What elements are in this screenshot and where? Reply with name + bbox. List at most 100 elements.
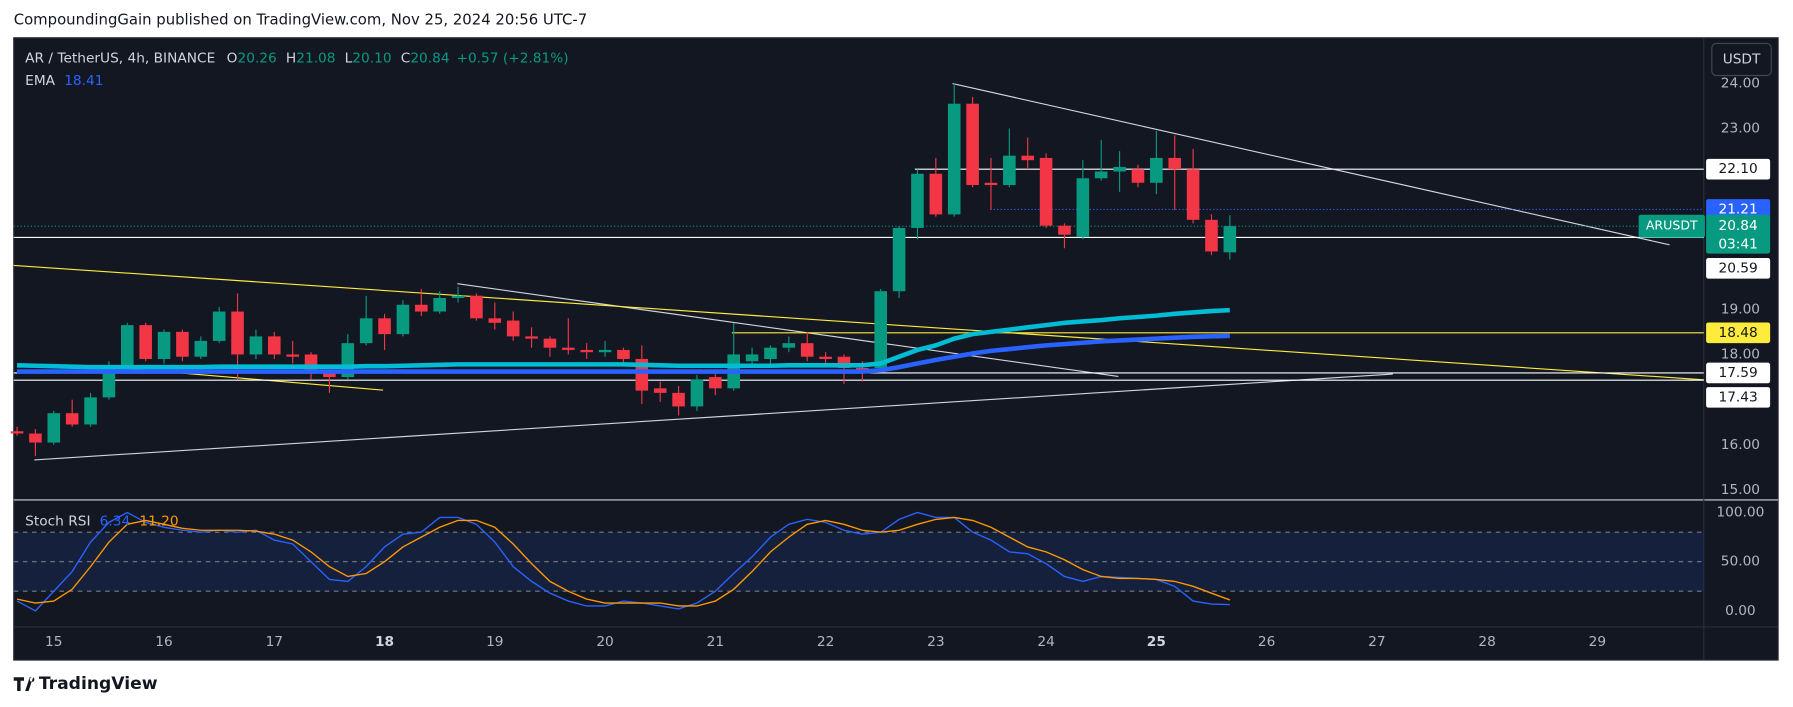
level-label-box <box>1706 387 1771 408</box>
candle-body <box>396 304 410 335</box>
brand-name: TradingView <box>39 674 158 694</box>
ema-name: EMA <box>25 73 55 89</box>
candle-body <box>1131 169 1145 183</box>
x-tick-label: 27 <box>1368 634 1385 650</box>
candle-body <box>874 291 887 369</box>
level-label: 20.59 <box>1718 260 1757 276</box>
ema-legend: EMA 18.41 <box>25 73 103 89</box>
x-tick-label: 23 <box>927 634 944 650</box>
stoch-k: 6.34 <box>100 514 131 530</box>
candle-body <box>1113 166 1126 172</box>
level-label: 17.59 <box>1718 365 1757 381</box>
x-tick-label: 15 <box>45 634 62 650</box>
candle-body <box>1223 226 1237 253</box>
candle-body <box>212 311 226 341</box>
candle-body <box>1021 155 1035 161</box>
candle-body <box>543 338 557 348</box>
x-tick-label: 28 <box>1478 634 1495 650</box>
y-tick-label: 100.00 <box>1716 505 1764 521</box>
x-tick-label: 24 <box>1037 634 1054 650</box>
candle-body <box>433 297 446 312</box>
candle-body <box>506 320 520 337</box>
candle-body <box>359 318 373 344</box>
candle-body <box>598 349 612 353</box>
symbol-box <box>1638 214 1705 238</box>
level-label: 22.10 <box>1718 161 1757 177</box>
brand-logo <box>13 677 35 691</box>
level-label: 17.43 <box>1718 389 1757 405</box>
last-price-box <box>1706 214 1771 254</box>
candle-body <box>1205 219 1218 252</box>
ema-value: 18.41 <box>64 73 103 89</box>
candle-body <box>268 336 281 355</box>
trendline <box>457 283 1119 377</box>
candle-body <box>745 354 759 362</box>
x-tick-label: 22 <box>817 634 834 650</box>
level-label-box <box>1706 199 1771 220</box>
candle-body <box>929 173 943 215</box>
candle-body <box>29 433 42 443</box>
ohlc-key: L <box>345 50 353 66</box>
stoch-line <box>16 516 1231 607</box>
x-tick-label: 26 <box>1258 634 1275 650</box>
candle-body <box>562 347 575 350</box>
candle-body <box>378 318 391 335</box>
candle-body <box>837 356 851 369</box>
y-tick-label: 23.00 <box>1721 121 1760 137</box>
y-tick-label: 0.00 <box>1725 603 1756 619</box>
x-tick-label: 20 <box>596 634 613 650</box>
candle-body <box>1058 225 1071 235</box>
level-label: 21.21 <box>1718 201 1757 217</box>
ohlc-key: O <box>227 50 238 66</box>
ema-line <box>17 333 1230 374</box>
stoch-title: Stoch RSI <box>25 514 90 530</box>
y-tick-label: 19.00 <box>1721 301 1760 317</box>
y-tick-label: 15.00 <box>1721 482 1760 498</box>
x-tick-label: 16 <box>155 634 172 650</box>
candle-body <box>194 340 208 357</box>
candle-body <box>800 343 814 357</box>
candle-body <box>415 304 428 312</box>
x-tick-label: 29 <box>1589 634 1606 650</box>
candle-body <box>892 227 906 292</box>
candle-body <box>1150 157 1163 183</box>
candle-body <box>672 392 685 407</box>
change: +0.57 (+2.81%) <box>456 50 568 66</box>
level-label: 18.48 <box>1718 325 1757 341</box>
stoch-d: 11.20 <box>139 514 178 530</box>
y-tick-label: 16.00 <box>1721 437 1760 453</box>
ohlc-key: C <box>401 50 411 66</box>
candle-body <box>1039 157 1053 226</box>
currency-button[interactable] <box>1711 42 1772 77</box>
brand: TradingView <box>13 674 158 694</box>
candle-body <box>47 413 61 443</box>
symbol-label: ARUSDT <box>1646 218 1698 233</box>
y-tick-label: 24.00 <box>1721 75 1760 91</box>
x-tick-label: 25 <box>1147 634 1166 650</box>
candle-body <box>947 103 961 215</box>
ohlc-key: H <box>286 50 296 66</box>
candle-body <box>819 356 832 359</box>
ohlc-value: 20.10 <box>352 50 391 66</box>
currency[interactable]: USDT <box>1723 51 1761 67</box>
candle-body <box>984 182 998 186</box>
y-tick-label: 50.00 <box>1721 554 1760 570</box>
candle-body <box>709 377 722 389</box>
level-label-box <box>1706 158 1771 180</box>
symbol: AR / TetherUS, 4h, BINANCE <box>25 50 215 66</box>
y-tick-label: 18.00 <box>1721 346 1760 362</box>
candle-body <box>121 325 134 369</box>
candle-body <box>1094 171 1108 179</box>
candle-body <box>176 331 189 357</box>
ohlc-value: 20.26 <box>237 50 276 66</box>
legend: AR / TetherUS, 4h, BINANCE O20.26 H21.08 L2… <box>25 50 568 529</box>
candle-body <box>488 318 502 323</box>
last-price-label: 20.84 <box>1718 218 1757 234</box>
stoch-legend: Stoch RSI 6.34 11.20 <box>25 514 178 530</box>
candle-body <box>157 331 171 359</box>
level-label-box <box>1706 322 1771 344</box>
trendline <box>952 82 1670 246</box>
candle-body <box>249 336 263 355</box>
candle-body <box>286 354 299 357</box>
